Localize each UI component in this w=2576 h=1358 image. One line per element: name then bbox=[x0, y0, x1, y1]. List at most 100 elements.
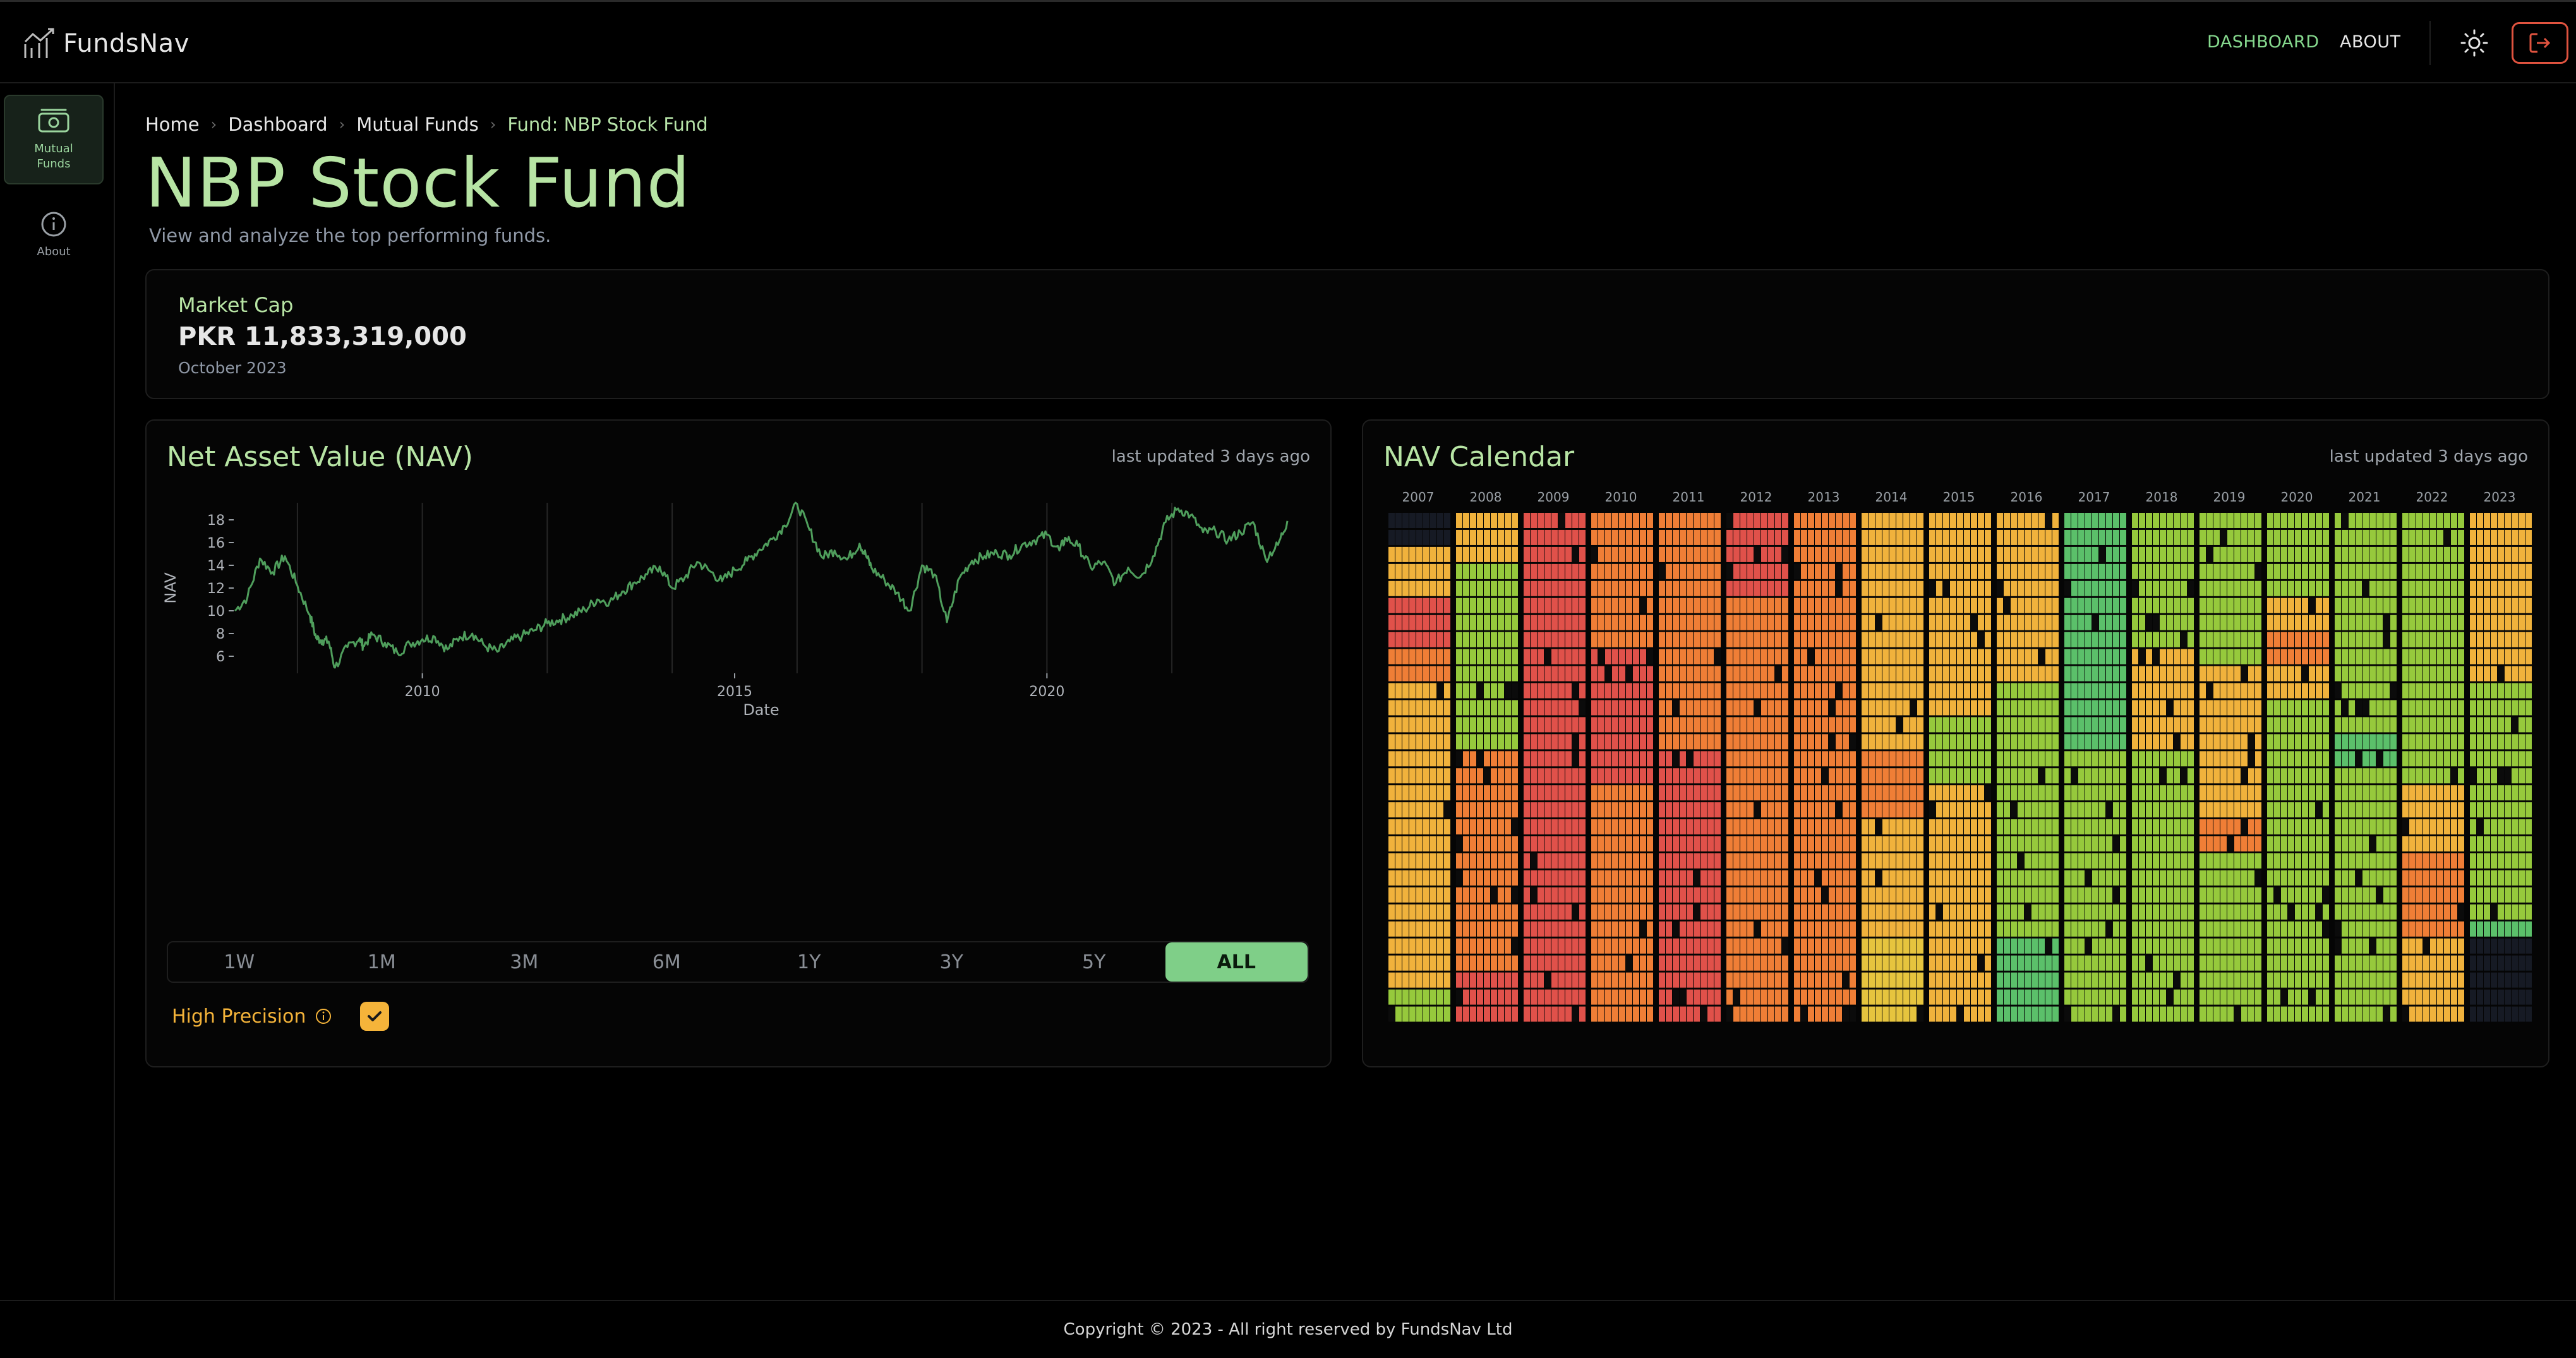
calendar-cell bbox=[2288, 785, 2294, 801]
calendar-cell bbox=[1395, 615, 1402, 630]
range-button-1y[interactable]: 1Y bbox=[797, 951, 821, 973]
calendar-cell bbox=[2113, 717, 2119, 733]
calendar-cell bbox=[1726, 785, 1733, 801]
calendar-cell bbox=[2106, 819, 2112, 835]
calendar-cell bbox=[1437, 785, 1443, 801]
nav-calendar-heatmap[interactable]: 2007 2008 2009 2010 2011 2012 2013 2014 2015 2016… bbox=[1363, 484, 2551, 1052]
calendar-cell bbox=[1463, 887, 1469, 903]
range-button-3m[interactable]: 3M bbox=[510, 951, 539, 973]
calendar-cell bbox=[1747, 649, 1754, 664]
calendar-cell bbox=[2200, 904, 2206, 920]
calendar-cell bbox=[2188, 802, 2194, 818]
calendar-cell bbox=[1707, 513, 1714, 528]
calendar-cell bbox=[2113, 819, 2119, 835]
info-icon[interactable] bbox=[315, 1007, 332, 1025]
calendar-cell bbox=[1882, 802, 1889, 818]
calendar-cell bbox=[1815, 972, 1821, 988]
calendar-cell bbox=[2498, 563, 2504, 579]
calendar-cell bbox=[1862, 802, 1868, 818]
calendar-cell bbox=[2491, 529, 2497, 545]
calendar-cell bbox=[2390, 700, 2397, 716]
app-logo[interactable]: FundsNav bbox=[23, 25, 190, 63]
calendar-cell bbox=[2302, 938, 2308, 954]
calendar-cell bbox=[2018, 632, 2024, 647]
calendar-cell bbox=[1707, 649, 1714, 664]
calendar-cell bbox=[1971, 768, 1977, 784]
calendar-cell bbox=[1409, 734, 1416, 750]
range-button-all[interactable]: ALL bbox=[1165, 942, 1308, 982]
breadcrumb-mutual-funds[interactable]: Mutual Funds bbox=[356, 114, 479, 135]
calendar-cell bbox=[2369, 938, 2376, 954]
calendar-cell bbox=[1659, 513, 1665, 528]
range-button-1w[interactable]: 1W bbox=[224, 951, 255, 973]
calendar-cell bbox=[1640, 989, 1646, 1005]
nav-about-link[interactable]: ABOUT bbox=[2340, 32, 2401, 52]
calendar-cell bbox=[1843, 580, 1849, 596]
calendar-cell bbox=[1740, 802, 1747, 818]
calendar-cell bbox=[2281, 989, 2287, 1005]
calendar-cell bbox=[1463, 921, 1469, 937]
calendar-cell bbox=[1579, 717, 1586, 733]
calendar-cell bbox=[1470, 904, 1476, 920]
breadcrumb-home[interactable]: Home bbox=[145, 114, 200, 135]
chevron-right-icon: › bbox=[490, 116, 497, 133]
calendar-cell bbox=[1843, 1006, 1849, 1022]
calendar-cell bbox=[1815, 563, 1821, 579]
breadcrumb-dashboard[interactable]: Dashboard bbox=[228, 114, 328, 135]
calendar-cell bbox=[1402, 529, 1409, 545]
page-subtitle: View and analyze the top performing fund… bbox=[149, 225, 551, 246]
calendar-cell bbox=[1862, 887, 1868, 903]
calendar-cell bbox=[2458, 921, 2464, 937]
calendar-cell bbox=[1917, 802, 1923, 818]
calendar-cell bbox=[2234, 632, 2241, 647]
calendar-cell bbox=[1882, 955, 1889, 971]
calendar-cell bbox=[2031, 819, 2038, 835]
calendar-cell bbox=[2383, 989, 2390, 1005]
calendar-cell bbox=[1985, 615, 1991, 630]
calendar-cell bbox=[1985, 1006, 1991, 1022]
calendar-cell bbox=[2335, 853, 2341, 868]
calendar-cell bbox=[1957, 785, 1963, 801]
calendar-cell bbox=[1694, 768, 1700, 784]
calendar-cell bbox=[1456, 632, 1462, 647]
calendar-cell bbox=[2011, 734, 2017, 750]
calendar-cell bbox=[1794, 563, 1800, 579]
calendar-cell bbox=[2241, 546, 2248, 562]
calendar-cell bbox=[1875, 836, 1882, 852]
sidebar-item-mutual-funds[interactable]: Mutual Funds bbox=[4, 95, 104, 184]
theme-toggle-button[interactable] bbox=[2459, 27, 2490, 59]
high-precision-checkbox[interactable] bbox=[360, 1002, 390, 1031]
calendar-cell bbox=[1726, 989, 1733, 1005]
range-button-6m[interactable]: 6M bbox=[652, 951, 681, 973]
range-button-3y[interactable]: 3Y bbox=[939, 951, 963, 973]
calendar-cell bbox=[2132, 819, 2138, 835]
sidebar-item-about[interactable]: About bbox=[4, 197, 104, 273]
calendar-cell bbox=[2099, 836, 2105, 852]
logout-button[interactable] bbox=[2512, 22, 2568, 64]
calendar-cell bbox=[1836, 1006, 1842, 1022]
calendar-cell bbox=[1524, 921, 1530, 937]
calendar-cell bbox=[1903, 580, 1910, 596]
calendar-cell bbox=[1531, 700, 1537, 716]
calendar-cell bbox=[1673, 580, 1679, 596]
calendar-cell bbox=[1612, 785, 1618, 801]
calendar-cell bbox=[1402, 972, 1409, 988]
y-tick-label: 16 bbox=[207, 536, 225, 551]
calendar-cell bbox=[1978, 580, 1984, 596]
calendar-cell bbox=[2045, 529, 2052, 545]
calendar-cell bbox=[2342, 683, 2348, 699]
calendar-cell bbox=[2274, 529, 2280, 545]
calendar-cell bbox=[2092, 546, 2098, 562]
range-button-5y[interactable]: 5Y bbox=[1082, 951, 1106, 973]
calendar-cell bbox=[1964, 598, 1970, 613]
calendar-cell bbox=[1889, 649, 1896, 664]
calendar-cell bbox=[1498, 887, 1504, 903]
range-button-1m[interactable]: 1M bbox=[367, 951, 396, 973]
calendar-cell bbox=[1815, 649, 1821, 664]
calendar-cell bbox=[1505, 734, 1511, 750]
nav-dashboard-link[interactable]: DASHBOARD bbox=[2207, 32, 2320, 52]
calendar-cell bbox=[2045, 904, 2052, 920]
calendar-cell bbox=[1836, 989, 1842, 1005]
calendar-cell bbox=[1565, 751, 1572, 767]
